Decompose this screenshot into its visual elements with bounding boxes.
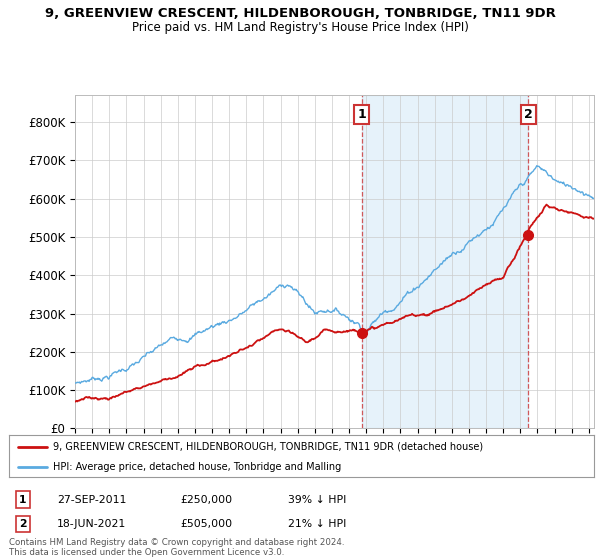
Bar [362, 95, 528, 428]
Text: 9, GREENVIEW CRESCENT, HILDENBOROUGH, TONBRIDGE, TN11 9DR (detached house): 9, GREENVIEW CRESCENT, HILDENBOROUGH, TO… [53, 442, 483, 452]
Text: 2: 2 [524, 108, 533, 121]
Text: 9, GREENVIEW CRESCENT, HILDENBOROUGH, TONBRIDGE, TN11 9DR: 9, GREENVIEW CRESCENT, HILDENBOROUGH, TO… [44, 7, 556, 20]
Text: £505,000: £505,000 [180, 519, 232, 529]
Text: 1: 1 [19, 494, 26, 505]
Text: Contains HM Land Registry data © Crown copyright and database right 2024.
This d: Contains HM Land Registry data © Crown c… [9, 538, 344, 557]
Text: 39% ↓ HPI: 39% ↓ HPI [288, 494, 346, 505]
Text: 1: 1 [358, 108, 366, 121]
Text: 18-JUN-2021: 18-JUN-2021 [57, 519, 126, 529]
Text: 21% ↓ HPI: 21% ↓ HPI [288, 519, 346, 529]
Text: £250,000: £250,000 [180, 494, 232, 505]
Text: Price paid vs. HM Land Registry's House Price Index (HPI): Price paid vs. HM Land Registry's House … [131, 21, 469, 34]
Text: 2: 2 [19, 519, 26, 529]
Text: HPI: Average price, detached house, Tonbridge and Malling: HPI: Average price, detached house, Tonb… [53, 463, 341, 473]
Text: 27-SEP-2011: 27-SEP-2011 [57, 494, 127, 505]
